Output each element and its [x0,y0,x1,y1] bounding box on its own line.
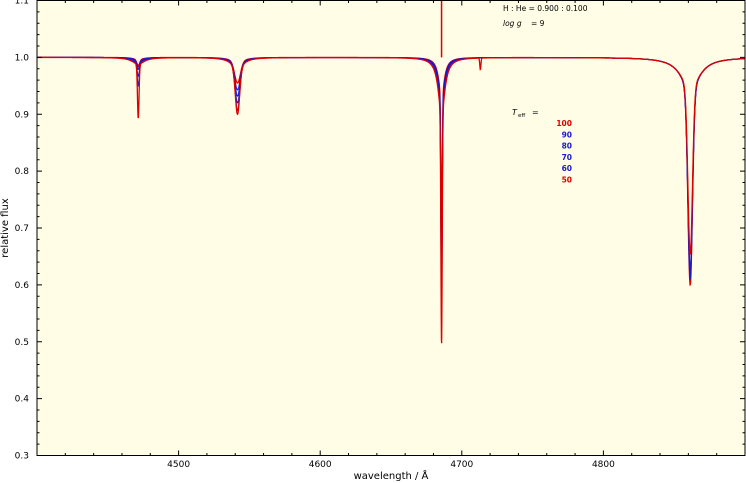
y-axis-ticks: 0.3 0.4 0.5 0.6 0.7 0.8 0.9 1.0 1.1 [15,0,745,462]
x-tick-label: 4600 [309,460,332,470]
x-axis-label: wavelength / Å [354,469,429,482]
log-g-label: log g [503,19,522,28]
y-tick-label: 0.5 [15,338,29,348]
legend-entry-80: 80 [562,142,572,151]
x-tick-label: 4700 [450,460,473,470]
y-tick-label: 0.8 [15,167,30,177]
legend-title-subscript: eff [518,113,525,119]
y-tick-label: 0.6 [15,281,30,291]
legend-entry-90: 90 [562,130,572,139]
series-line-100 [37,56,745,344]
legend-title-eq: = [532,108,539,117]
x-axis-ticks: 4500 4600 4700 4800 [64,0,718,470]
y-tick-label: 0.4 [15,395,30,405]
legend-title: T [512,108,518,117]
y-tick-label: 0.9 [15,110,30,120]
legend-entry-100: 100 [556,119,572,128]
series-group [37,56,745,344]
legend: T eff = 100 90 80 70 60 50 [512,108,572,185]
x-tick-label: 4800 [592,460,615,470]
y-tick-label: 0.3 [15,452,29,462]
legend-entry-50: 50 [562,176,572,185]
legend-items: 100 90 80 70 60 50 [556,119,572,185]
y-tick-label: 1.1 [15,0,29,7]
composition-annotation: H : He = 0.900 : 0.100 [503,4,588,13]
log-g-value: = 9 [531,19,545,28]
x-tick-label: 4500 [167,460,190,470]
y-tick-label: 0.7 [15,224,29,234]
plot-background [37,0,745,455]
y-axis-label: relative flux [0,198,11,258]
y-tick-label: 1.0 [15,53,30,63]
legend-entry-70: 70 [562,153,572,162]
legend-entry-60: 60 [562,164,572,173]
